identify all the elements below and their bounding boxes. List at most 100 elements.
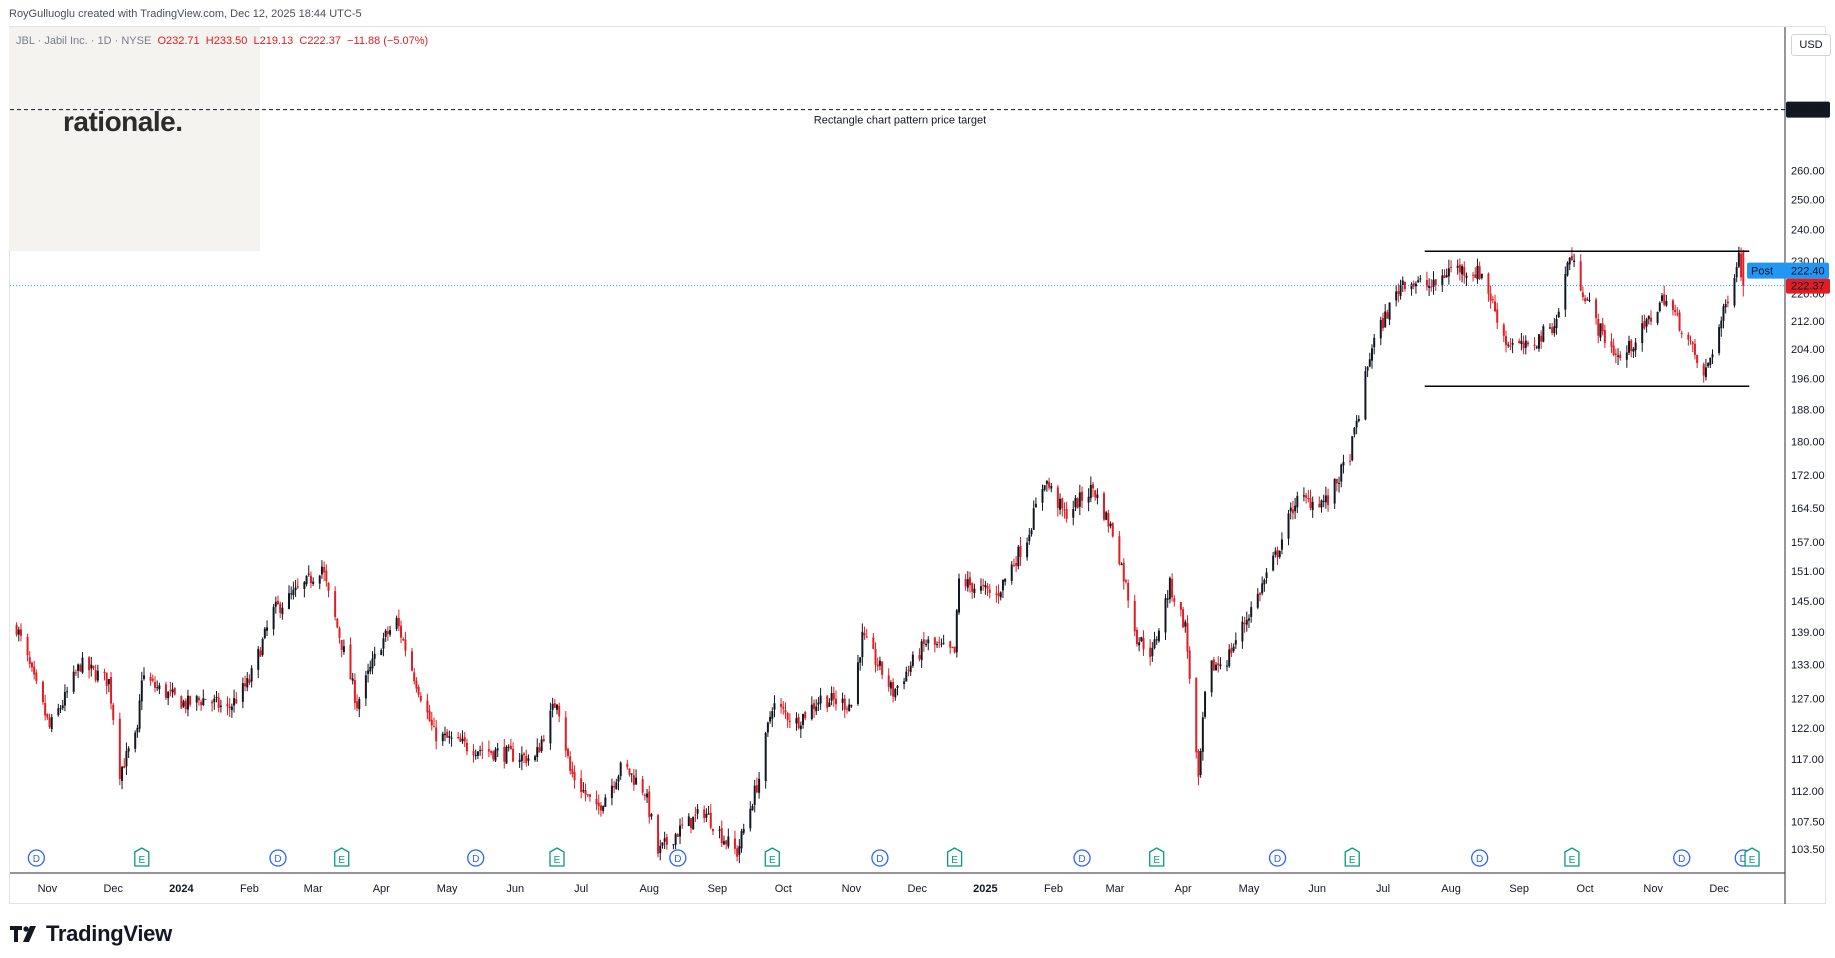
time-axis[interactable]: Nov Dec 2024 Feb Mar Apr May Jun Jul Aug Sep Oct Nov…: [38, 883, 1730, 895]
currency-button[interactable]: USD: [1791, 34, 1831, 56]
candle-up: [630, 773, 633, 783]
candle-body: [722, 841, 725, 845]
candle-up: [859, 656, 862, 671]
dividend-icon[interactable]: D: [27, 849, 46, 867]
candle-body: [19, 629, 22, 636]
candle-body: [1401, 280, 1404, 286]
candle-body: [938, 641, 941, 643]
candle-up: [817, 697, 820, 711]
candle-body: [705, 813, 708, 818]
candle-down: [553, 698, 556, 708]
candle-body: [158, 685, 161, 690]
candle-up: [1557, 307, 1560, 318]
candle-down: [235, 692, 238, 705]
candle-body: [446, 731, 449, 738]
earnings-icon[interactable]: E: [764, 847, 780, 867]
dividend-circle: [1673, 849, 1691, 867]
candle-body: [1489, 293, 1492, 301]
candle-up: [274, 596, 277, 614]
candle-body: [872, 637, 875, 649]
candle-down: [397, 609, 400, 632]
candle-body: [1142, 638, 1145, 650]
earnings-icon[interactable]: E: [1744, 847, 1760, 867]
price-tick-label: 172.00: [1791, 470, 1825, 482]
dividend-icon[interactable]: D: [467, 849, 485, 867]
candle-down: [834, 690, 837, 711]
dividend-icon[interactable]: D: [1268, 849, 1287, 867]
candle-body: [1726, 301, 1729, 304]
candle-body: [1647, 315, 1650, 320]
candle-down: [490, 750, 493, 756]
candle-body: [186, 695, 189, 710]
candle-body: [1340, 464, 1343, 482]
candle-body: [933, 637, 936, 645]
candle-down: [277, 595, 280, 605]
dividend-icon[interactable]: D: [269, 849, 287, 867]
candle-body: [490, 750, 493, 753]
candle-body: [1065, 509, 1068, 519]
dividend-icon[interactable]: D: [871, 849, 889, 867]
earnings-icon[interactable]: E: [1344, 847, 1360, 867]
candle-up: [1028, 528, 1031, 545]
dividend-icon[interactable]: D: [1673, 849, 1691, 867]
candle-up: [696, 804, 699, 820]
candle-body: [1691, 342, 1694, 345]
dividend-icon[interactable]: D: [1470, 849, 1489, 867]
candle-body: [1724, 303, 1727, 308]
candle-body: [136, 727, 139, 733]
candle-up: [156, 680, 159, 691]
candle-down: [296, 578, 299, 590]
candle-body: [982, 584, 985, 586]
candle-body: [646, 793, 649, 798]
candle-body: [107, 679, 110, 685]
candle-up: [1041, 484, 1044, 511]
earnings-icon[interactable]: E: [134, 847, 150, 867]
candle-body: [848, 704, 851, 712]
dividend-icon[interactable]: D: [669, 849, 687, 867]
candle-up: [1586, 297, 1589, 301]
earnings-icon[interactable]: E: [1564, 847, 1580, 867]
candle-down: [1630, 338, 1633, 358]
earnings-icon[interactable]: E: [334, 847, 350, 867]
candle-body: [30, 662, 33, 668]
dividend-letter: D: [274, 854, 281, 865]
candle-up: [77, 663, 80, 679]
candle-up: [494, 747, 497, 762]
candle-body: [799, 725, 802, 730]
price-tick-label: 127.00: [1791, 693, 1825, 705]
candle-down: [1674, 304, 1677, 316]
candle-body: [380, 650, 383, 656]
candle-down: [228, 698, 231, 717]
candle-body: [1518, 341, 1521, 343]
candle-body: [1102, 493, 1105, 520]
candle-body: [77, 664, 80, 671]
candle-down: [404, 631, 407, 657]
candle-up: [555, 704, 558, 715]
candle-up: [1628, 335, 1631, 356]
candle-body: [1050, 486, 1053, 489]
candle-body: [764, 732, 767, 781]
candle-down: [200, 699, 203, 711]
candle-up: [443, 726, 446, 742]
candle-body: [690, 818, 693, 829]
candle-up: [1371, 344, 1374, 369]
price-tick-label: 250.00: [1791, 194, 1825, 206]
candle-body: [121, 766, 124, 781]
earnings-icon[interactable]: E: [1149, 847, 1165, 867]
candle-down: [1680, 330, 1683, 339]
candle-body: [542, 738, 545, 742]
candle-up: [1215, 662, 1218, 671]
price-tick-label: 145.00: [1791, 596, 1825, 608]
candle-down: [430, 711, 433, 731]
candle-body: [1524, 340, 1527, 348]
earnings-icon[interactable]: E: [549, 847, 565, 867]
candle-down: [755, 777, 758, 794]
candle-down: [580, 770, 583, 799]
earnings-letter: E: [769, 855, 776, 866]
dividend-icon[interactable]: D: [1073, 849, 1091, 867]
candles[interactable]: [15, 246, 1745, 864]
earnings-icon[interactable]: E: [946, 847, 963, 867]
price-axis[interactable]: 260.00250.00240.00230.00220.00212.00204.…: [1791, 165, 1825, 856]
